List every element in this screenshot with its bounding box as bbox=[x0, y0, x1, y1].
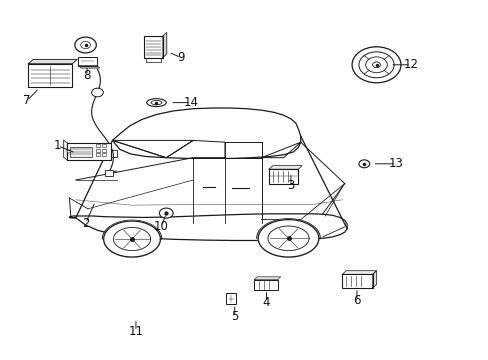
Circle shape bbox=[91, 88, 103, 97]
Text: 13: 13 bbox=[388, 157, 403, 170]
Circle shape bbox=[358, 52, 393, 78]
Polygon shape bbox=[342, 271, 376, 274]
Text: 1: 1 bbox=[54, 139, 61, 152]
Polygon shape bbox=[267, 226, 308, 251]
Polygon shape bbox=[63, 140, 67, 160]
Polygon shape bbox=[268, 166, 302, 169]
FancyBboxPatch shape bbox=[342, 274, 372, 288]
FancyBboxPatch shape bbox=[96, 144, 100, 147]
Text: 12: 12 bbox=[403, 58, 417, 71]
FancyBboxPatch shape bbox=[67, 143, 111, 160]
FancyBboxPatch shape bbox=[70, 147, 92, 157]
Ellipse shape bbox=[146, 99, 166, 107]
Polygon shape bbox=[28, 59, 77, 64]
Circle shape bbox=[81, 41, 90, 49]
FancyBboxPatch shape bbox=[102, 153, 105, 156]
Polygon shape bbox=[254, 277, 280, 280]
Text: 9: 9 bbox=[177, 51, 184, 64]
Text: 8: 8 bbox=[83, 69, 91, 82]
FancyBboxPatch shape bbox=[96, 149, 100, 152]
Ellipse shape bbox=[151, 100, 162, 105]
FancyBboxPatch shape bbox=[28, 64, 72, 87]
Circle shape bbox=[365, 57, 386, 73]
Circle shape bbox=[159, 208, 173, 218]
Text: 7: 7 bbox=[23, 94, 31, 107]
Circle shape bbox=[75, 37, 96, 53]
Polygon shape bbox=[163, 32, 166, 58]
Polygon shape bbox=[113, 228, 150, 251]
Circle shape bbox=[372, 62, 380, 68]
Circle shape bbox=[351, 47, 400, 83]
Text: 4: 4 bbox=[262, 296, 270, 309]
FancyBboxPatch shape bbox=[105, 170, 113, 176]
Circle shape bbox=[67, 150, 71, 153]
Polygon shape bbox=[78, 66, 100, 68]
FancyBboxPatch shape bbox=[102, 149, 105, 152]
Text: 2: 2 bbox=[81, 217, 89, 230]
FancyBboxPatch shape bbox=[102, 144, 105, 147]
FancyBboxPatch shape bbox=[96, 153, 100, 156]
Text: 14: 14 bbox=[183, 96, 198, 109]
Text: 10: 10 bbox=[154, 220, 168, 233]
Text: 11: 11 bbox=[128, 325, 143, 338]
FancyBboxPatch shape bbox=[226, 293, 236, 304]
Polygon shape bbox=[258, 220, 318, 257]
FancyBboxPatch shape bbox=[268, 169, 298, 184]
Text: 3: 3 bbox=[286, 179, 294, 192]
Text: 5: 5 bbox=[230, 310, 238, 323]
Circle shape bbox=[358, 160, 369, 168]
FancyBboxPatch shape bbox=[254, 280, 277, 290]
FancyBboxPatch shape bbox=[144, 36, 163, 58]
Polygon shape bbox=[103, 221, 160, 257]
Polygon shape bbox=[372, 271, 376, 288]
FancyBboxPatch shape bbox=[78, 57, 97, 66]
Text: 6: 6 bbox=[352, 294, 360, 307]
